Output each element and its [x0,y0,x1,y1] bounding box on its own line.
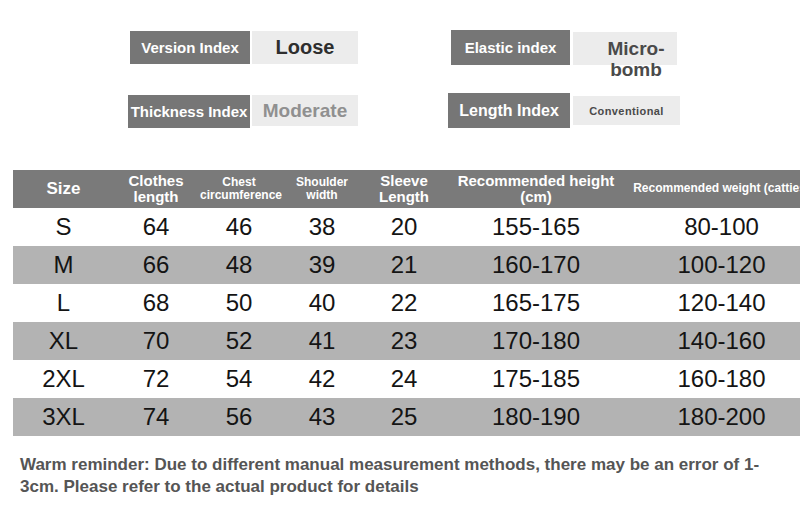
table-cell: 43 [280,398,364,436]
column-header: Sleeve Length [364,170,444,208]
table-cell: 23 [364,322,444,360]
table-cell: 175-185 [444,360,628,398]
table-cell: 170-180 [444,322,628,360]
table-cell: 160-180 [628,360,800,398]
table-row: 2XL72544224175-185160-180 [13,360,800,398]
table-cell: 66 [114,246,198,284]
length-index-value: Conventional [573,96,680,125]
column-header: Shoulder width [280,170,364,208]
table-cell: 180-200 [628,398,800,436]
length-index-label: Length Index [448,93,570,128]
table-row: M66483921160-170100-120 [13,246,800,284]
table-cell: 22 [364,284,444,322]
table-cell: 3XL [13,398,114,436]
table-cell: 2XL [13,360,114,398]
table-cell: 24 [364,360,444,398]
table-cell: 120-140 [628,284,800,322]
thickness-index-label: Thickness Index [128,95,250,128]
table-cell: 56 [198,398,280,436]
table-cell: M [13,246,114,284]
table-cell: 165-175 [444,284,628,322]
table-cell: 40 [280,284,364,322]
table-row: S64463820155-16580-100 [13,208,800,246]
size-chart-page: Version Index Loose Elastic index Micro-… [0,0,800,516]
column-header: Size [13,170,114,208]
table-cell: 72 [114,360,198,398]
table-cell: S [13,208,114,246]
warm-reminder-text: Warm reminder: Due to different manual m… [20,454,784,498]
table-cell: 64 [114,208,198,246]
table-cell: 68 [114,284,198,322]
table-row: 3XL74564325180-190180-200 [13,398,800,436]
table-cell: 54 [198,360,280,398]
column-header: Recommended weight (catties) [628,170,800,208]
table-cell: XL [13,322,114,360]
column-header: Recommended height (cm) [444,170,628,208]
table-cell: 38 [280,208,364,246]
elastic-index-value: Micro-bomb [573,32,677,65]
table-cell: 21 [364,246,444,284]
size-table-header: SizeClothes lengthChest circumferenceSho… [13,170,800,208]
version-index-value: Loose [252,31,358,64]
table-cell: 100-120 [628,246,800,284]
table-cell: 140-160 [628,322,800,360]
table-cell: 70 [114,322,198,360]
table-cell: L [13,284,114,322]
table-cell: 180-190 [444,398,628,436]
table-cell: 42 [280,360,364,398]
thickness-index-value: Moderate [252,95,358,126]
elastic-index-label: Elastic index [451,30,570,65]
table-cell: 39 [280,246,364,284]
table-cell: 20 [364,208,444,246]
table-row: XL70524123170-180140-160 [13,322,800,360]
column-header: Chest circumference [198,170,280,208]
table-cell: 41 [280,322,364,360]
table-cell: 50 [198,284,280,322]
column-header: Clothes length [114,170,198,208]
table-cell: 160-170 [444,246,628,284]
version-index-label: Version Index [130,31,250,64]
table-cell: 52 [198,322,280,360]
table-cell: 74 [114,398,198,436]
table-row: L68504022165-175120-140 [13,284,800,322]
table-cell: 46 [198,208,280,246]
table-cell: 80-100 [628,208,800,246]
table-cell: 25 [364,398,444,436]
size-table: SizeClothes lengthChest circumferenceSho… [13,170,787,436]
table-cell: 155-165 [444,208,628,246]
table-cell: 48 [198,246,280,284]
